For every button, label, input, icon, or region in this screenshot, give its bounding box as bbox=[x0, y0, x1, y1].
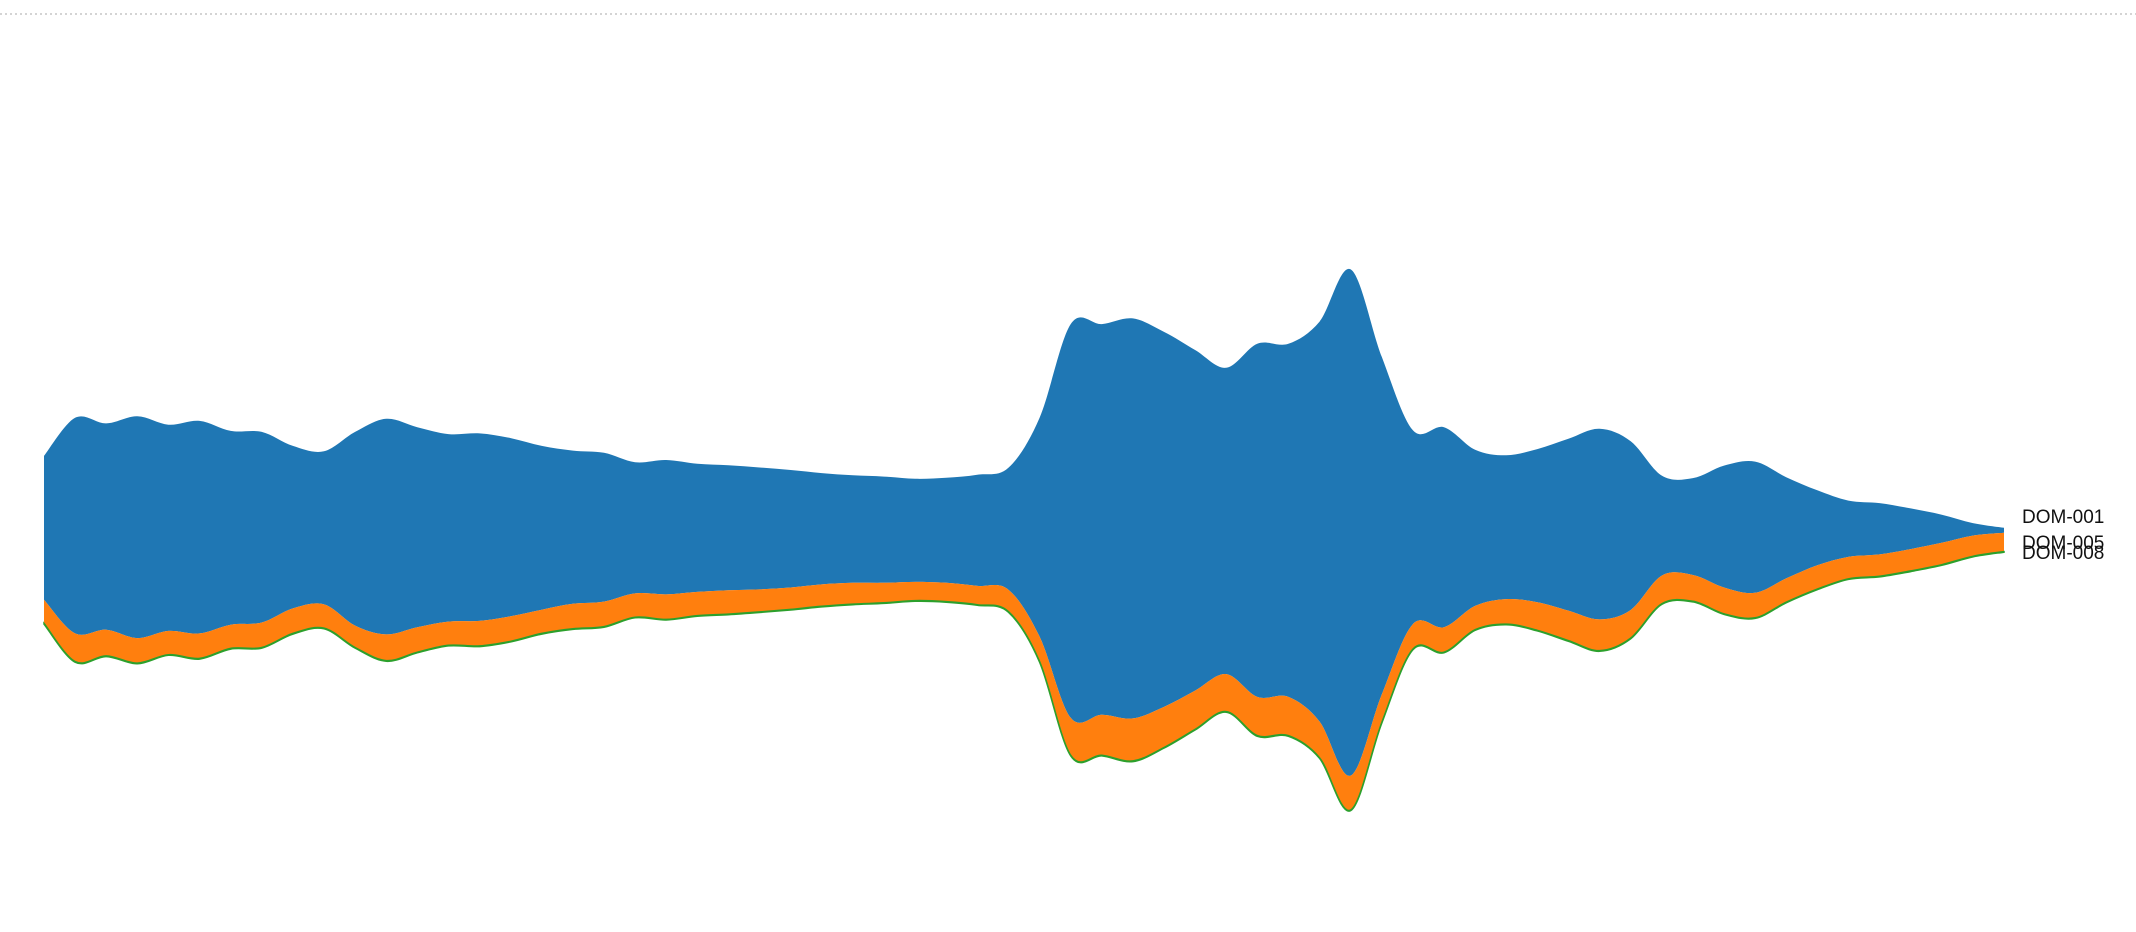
stream-layer-dom-008 bbox=[43, 550, 2005, 812]
series-label-dom-005: DOM-005 bbox=[2022, 533, 2104, 554]
series-label-dom-008: DOM-008 bbox=[2022, 543, 2104, 564]
stream-layer-dom-005 bbox=[44, 532, 2004, 811]
series-label-dom-001: DOM-001 bbox=[2022, 507, 2104, 528]
stream-layers bbox=[43, 268, 2005, 812]
stream-layer-dom-001 bbox=[44, 268, 2004, 776]
